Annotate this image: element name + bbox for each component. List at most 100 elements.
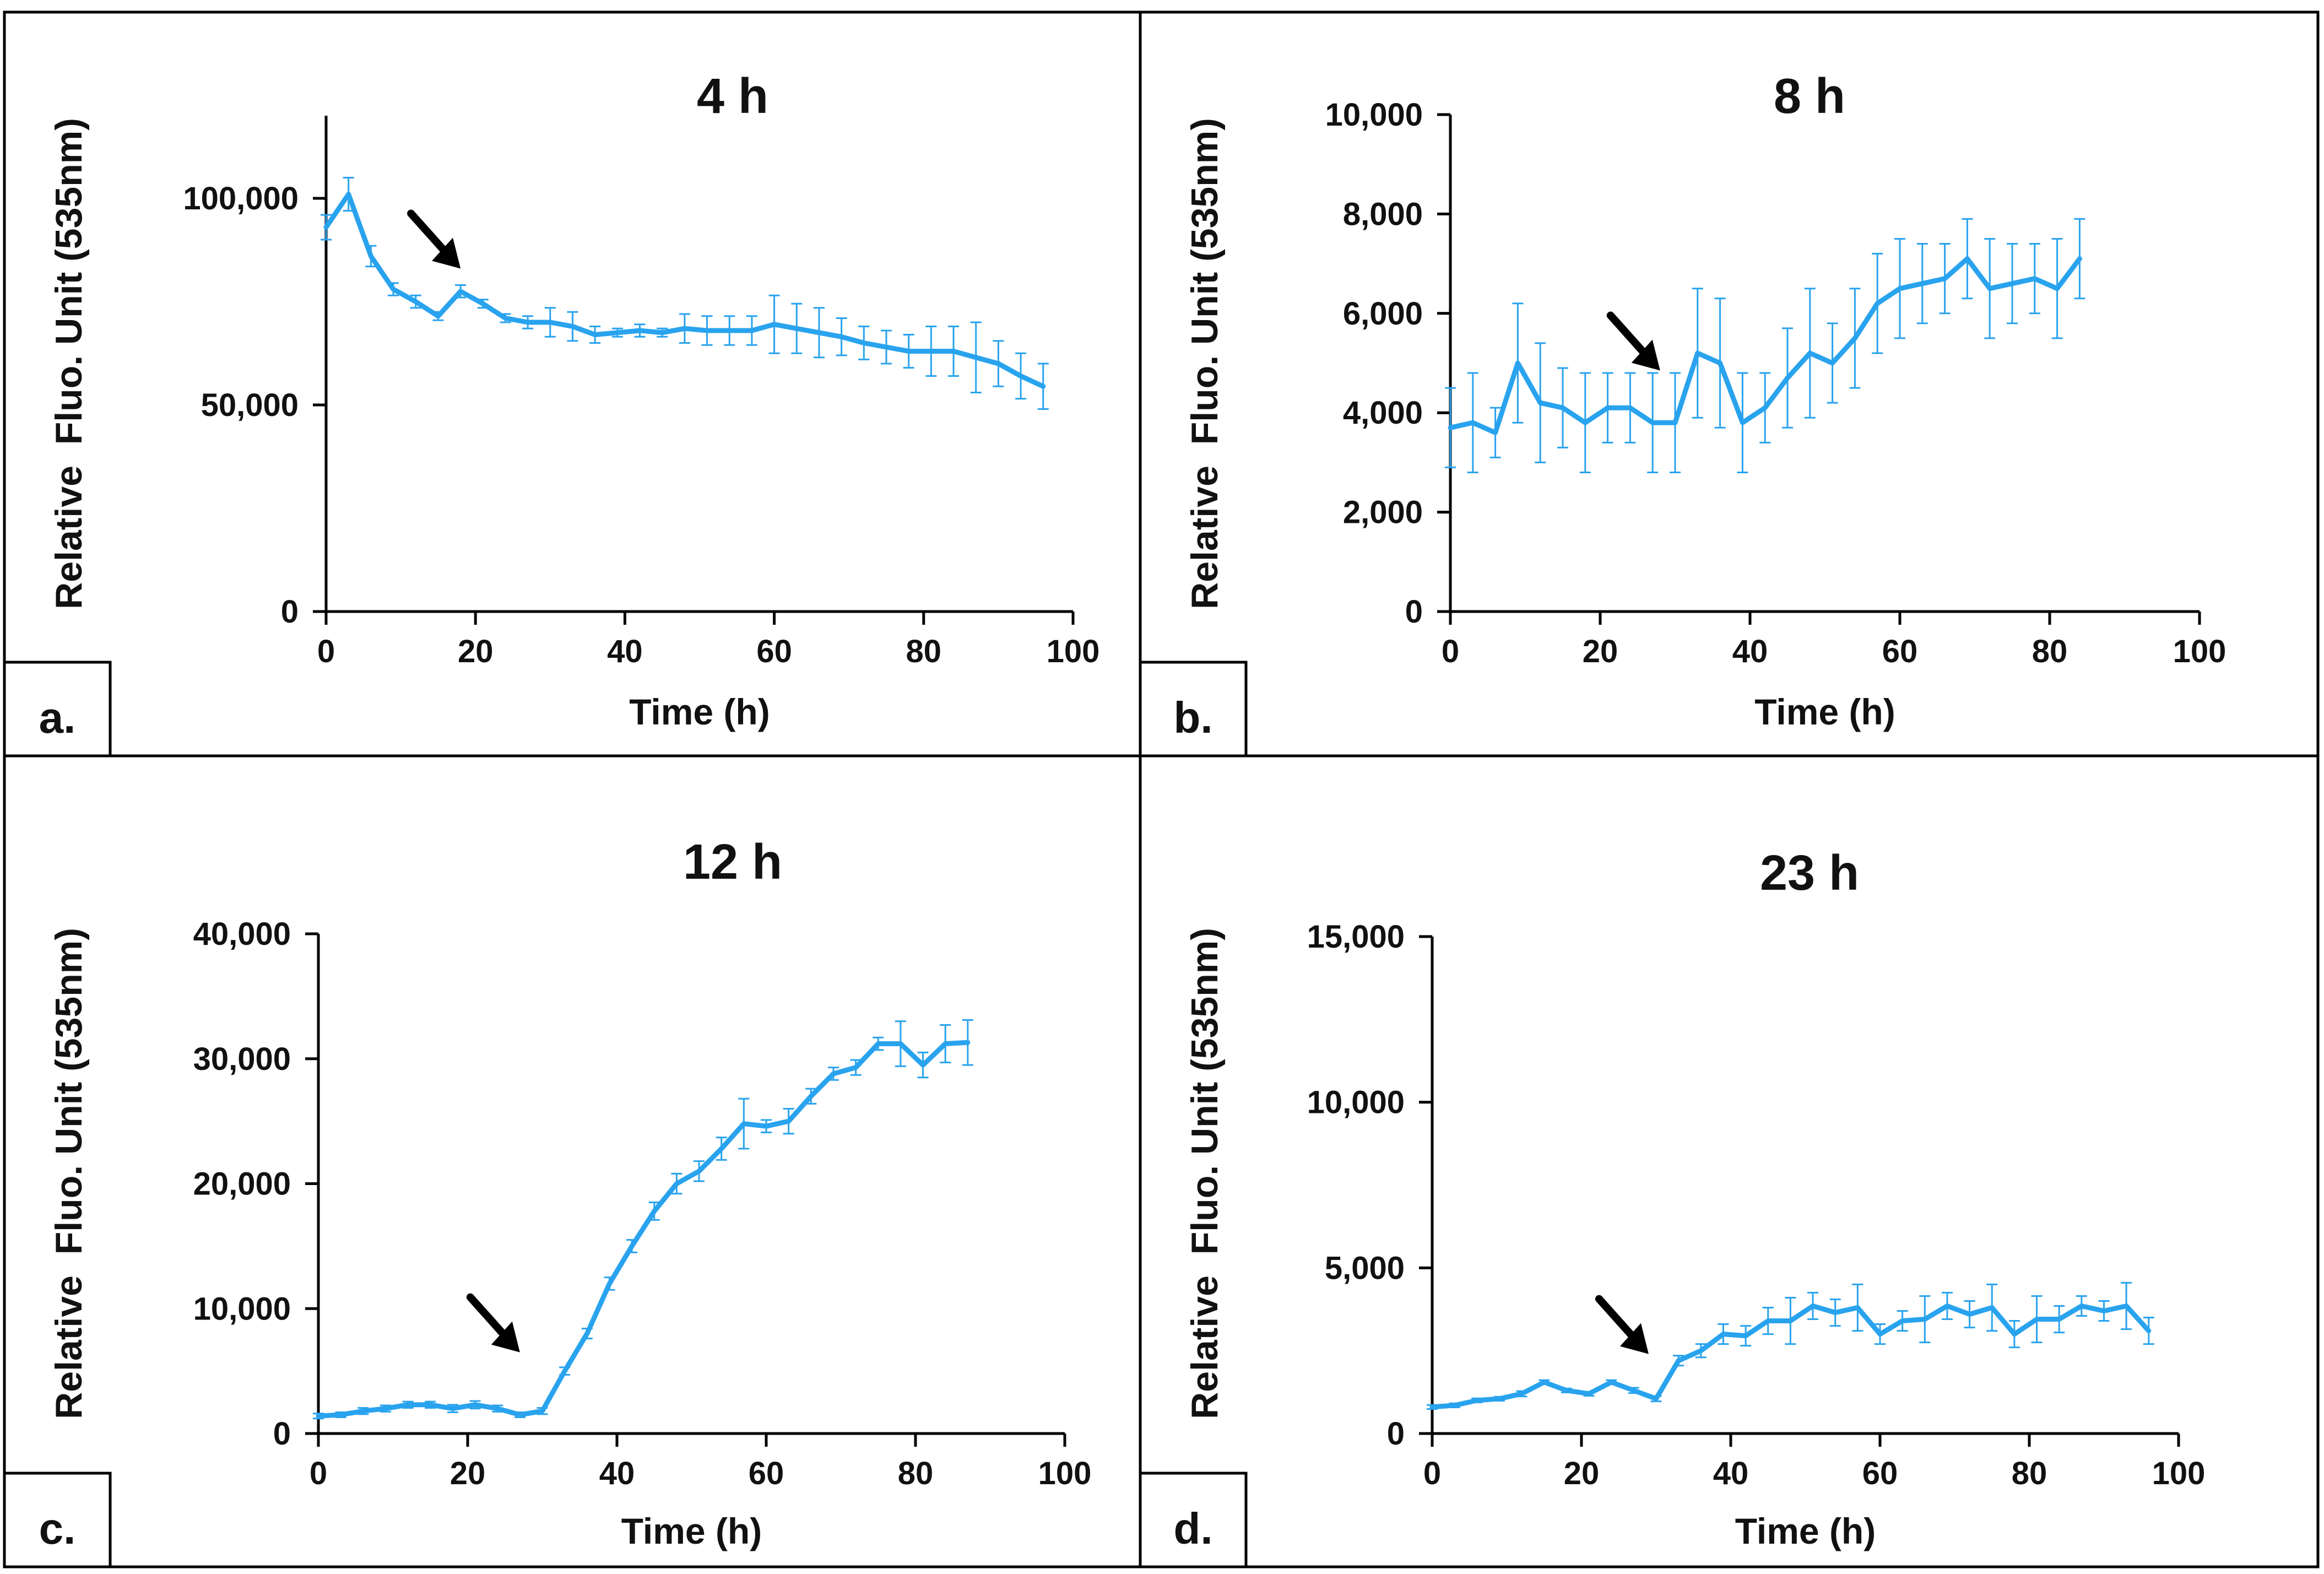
data-point-c-29 bbox=[965, 1040, 970, 1045]
data-point-c-13 bbox=[607, 1281, 612, 1286]
data-point-c-27 bbox=[920, 1063, 925, 1068]
arrow-shaft-d bbox=[1595, 1295, 1640, 1345]
data-point-c-11 bbox=[562, 1369, 567, 1373]
x-tick-label-b-3: 60 bbox=[1882, 634, 1918, 669]
y-tick-label-a-1: 50,000 bbox=[201, 387, 299, 423]
data-point-c-25 bbox=[876, 1041, 881, 1046]
data-point-a-31 bbox=[1019, 374, 1023, 378]
y-tick-label-b-0: 0 bbox=[1405, 594, 1423, 630]
arrow-annotation-b bbox=[1606, 311, 1660, 371]
y-axis-label-b: Relative Fluo. Unit (535nm) bbox=[1184, 118, 1226, 609]
data-point-d-5 bbox=[1542, 1380, 1547, 1384]
data-point-c-15 bbox=[652, 1209, 657, 1214]
data-point-b-9 bbox=[1650, 420, 1655, 425]
data-point-a-25 bbox=[884, 345, 889, 349]
x-tick-label-b-1: 20 bbox=[1583, 634, 1618, 669]
data-point-a-24 bbox=[862, 340, 866, 345]
panel-b: 0 20 40 60 80 100 0 2,000 4,000 6,000 8,000 10,000 8… bbox=[1173, 69, 2226, 742]
data-point-d-1 bbox=[1452, 1403, 1457, 1408]
data-point-b-8 bbox=[1628, 405, 1633, 410]
arrow-shaft-a bbox=[407, 209, 453, 259]
y-tick-label-c-1: 10,000 bbox=[193, 1291, 291, 1327]
y-tick-label-c-4: 40,000 bbox=[193, 916, 291, 952]
x-tick-label-b-5: 100 bbox=[2173, 634, 2227, 669]
data-point-b-17 bbox=[1830, 361, 1835, 365]
chart-title-c: 12 h bbox=[683, 835, 782, 890]
data-point-b-24 bbox=[1987, 286, 1992, 291]
data-point-d-4 bbox=[1519, 1391, 1524, 1396]
y-tick-label-c-3: 30,000 bbox=[193, 1041, 291, 1077]
arrow-shaft-b bbox=[1606, 311, 1652, 361]
data-point-b-13 bbox=[1740, 420, 1745, 425]
data-point-a-0 bbox=[324, 225, 328, 230]
data-point-a-10 bbox=[548, 320, 552, 324]
data-point-b-1 bbox=[1470, 420, 1475, 425]
data-point-c-8 bbox=[495, 1406, 500, 1411]
data-point-b-12 bbox=[1718, 361, 1722, 365]
data-point-a-2 bbox=[369, 254, 373, 258]
data-point-a-5 bbox=[436, 313, 441, 318]
data-point-c-5 bbox=[428, 1402, 433, 1407]
x-axis-label-d: Time (h) bbox=[1735, 1511, 1876, 1551]
y-tick-label-b-2: 4,000 bbox=[1343, 395, 1423, 431]
data-point-b-6 bbox=[1583, 420, 1588, 425]
x-axis-label-b: Time (h) bbox=[1754, 691, 1895, 732]
data-point-d-12 bbox=[1698, 1348, 1703, 1353]
data-point-b-3 bbox=[1515, 361, 1520, 365]
x-axis-label-a: Time (h) bbox=[629, 691, 770, 732]
data-point-c-19 bbox=[741, 1121, 746, 1126]
panel-label-a: a. bbox=[39, 693, 76, 742]
arrow-head-c bbox=[491, 1321, 520, 1353]
data-point-d-25 bbox=[1990, 1305, 1995, 1310]
data-point-a-15 bbox=[660, 330, 665, 335]
y-tick-label-d-0: 0 bbox=[1387, 1416, 1405, 1452]
arrow-head-a bbox=[432, 237, 461, 269]
chart-title-a: 4 h bbox=[697, 69, 768, 124]
data-point-d-11 bbox=[1676, 1358, 1681, 1363]
data-point-b-11 bbox=[1695, 350, 1700, 355]
panel-b-label-box bbox=[1139, 661, 1248, 758]
data-point-a-13 bbox=[615, 330, 620, 335]
data-point-d-6 bbox=[1564, 1388, 1569, 1393]
data-point-b-14 bbox=[1763, 405, 1768, 410]
data-point-d-10 bbox=[1654, 1396, 1659, 1401]
data-point-a-14 bbox=[637, 328, 642, 333]
x-tick-label-c-3: 60 bbox=[749, 1456, 784, 1491]
data-point-d-13 bbox=[1721, 1332, 1726, 1337]
data-point-c-16 bbox=[674, 1181, 679, 1186]
data-point-a-19 bbox=[749, 328, 754, 333]
panel-d: 0 20 40 60 80 100 0 5,000 10,000 15,000 23 h Time (… bbox=[1173, 846, 2205, 1553]
data-point-a-16 bbox=[682, 326, 687, 331]
data-point-c-23 bbox=[831, 1071, 836, 1076]
data-point-a-32 bbox=[1041, 384, 1045, 389]
x-tick-label-b-4: 80 bbox=[2032, 634, 2068, 669]
x-tick-label-a-3: 60 bbox=[756, 634, 792, 669]
y-axis-label-c: Relative Fluo. Unit (535nm) bbox=[48, 928, 90, 1419]
x-tick-label-c-5: 100 bbox=[1038, 1456, 1092, 1491]
data-point-d-8 bbox=[1609, 1380, 1614, 1384]
panel-label-b: b. bbox=[1173, 693, 1212, 742]
y-tick-label-d-2: 10,000 bbox=[1307, 1085, 1405, 1121]
y-tick-label-b-1: 2,000 bbox=[1343, 495, 1423, 531]
x-axis-label-c: Time (h) bbox=[621, 1511, 762, 1551]
data-point-a-30 bbox=[996, 361, 1001, 366]
data-point-a-6 bbox=[458, 289, 463, 294]
data-point-c-9 bbox=[517, 1412, 522, 1417]
data-point-a-28 bbox=[951, 349, 956, 354]
data-point-d-2 bbox=[1475, 1398, 1480, 1403]
x-tick-label-b-2: 40 bbox=[1732, 634, 1768, 669]
data-point-b-15 bbox=[1785, 376, 1790, 381]
data-point-d-18 bbox=[1833, 1310, 1838, 1315]
x-tick-label-c-2: 40 bbox=[599, 1456, 635, 1491]
data-point-a-17 bbox=[705, 328, 709, 333]
data-point-c-3 bbox=[383, 1406, 388, 1411]
data-point-d-15 bbox=[1765, 1318, 1770, 1323]
data-point-a-4 bbox=[413, 299, 418, 304]
data-point-c-24 bbox=[853, 1065, 858, 1070]
data-point-b-23 bbox=[1965, 256, 1970, 261]
arrow-annotation-d bbox=[1595, 1295, 1649, 1354]
data-point-b-27 bbox=[2055, 286, 2060, 291]
x-tick-label-d-3: 60 bbox=[1862, 1456, 1898, 1491]
data-point-c-18 bbox=[719, 1146, 724, 1151]
